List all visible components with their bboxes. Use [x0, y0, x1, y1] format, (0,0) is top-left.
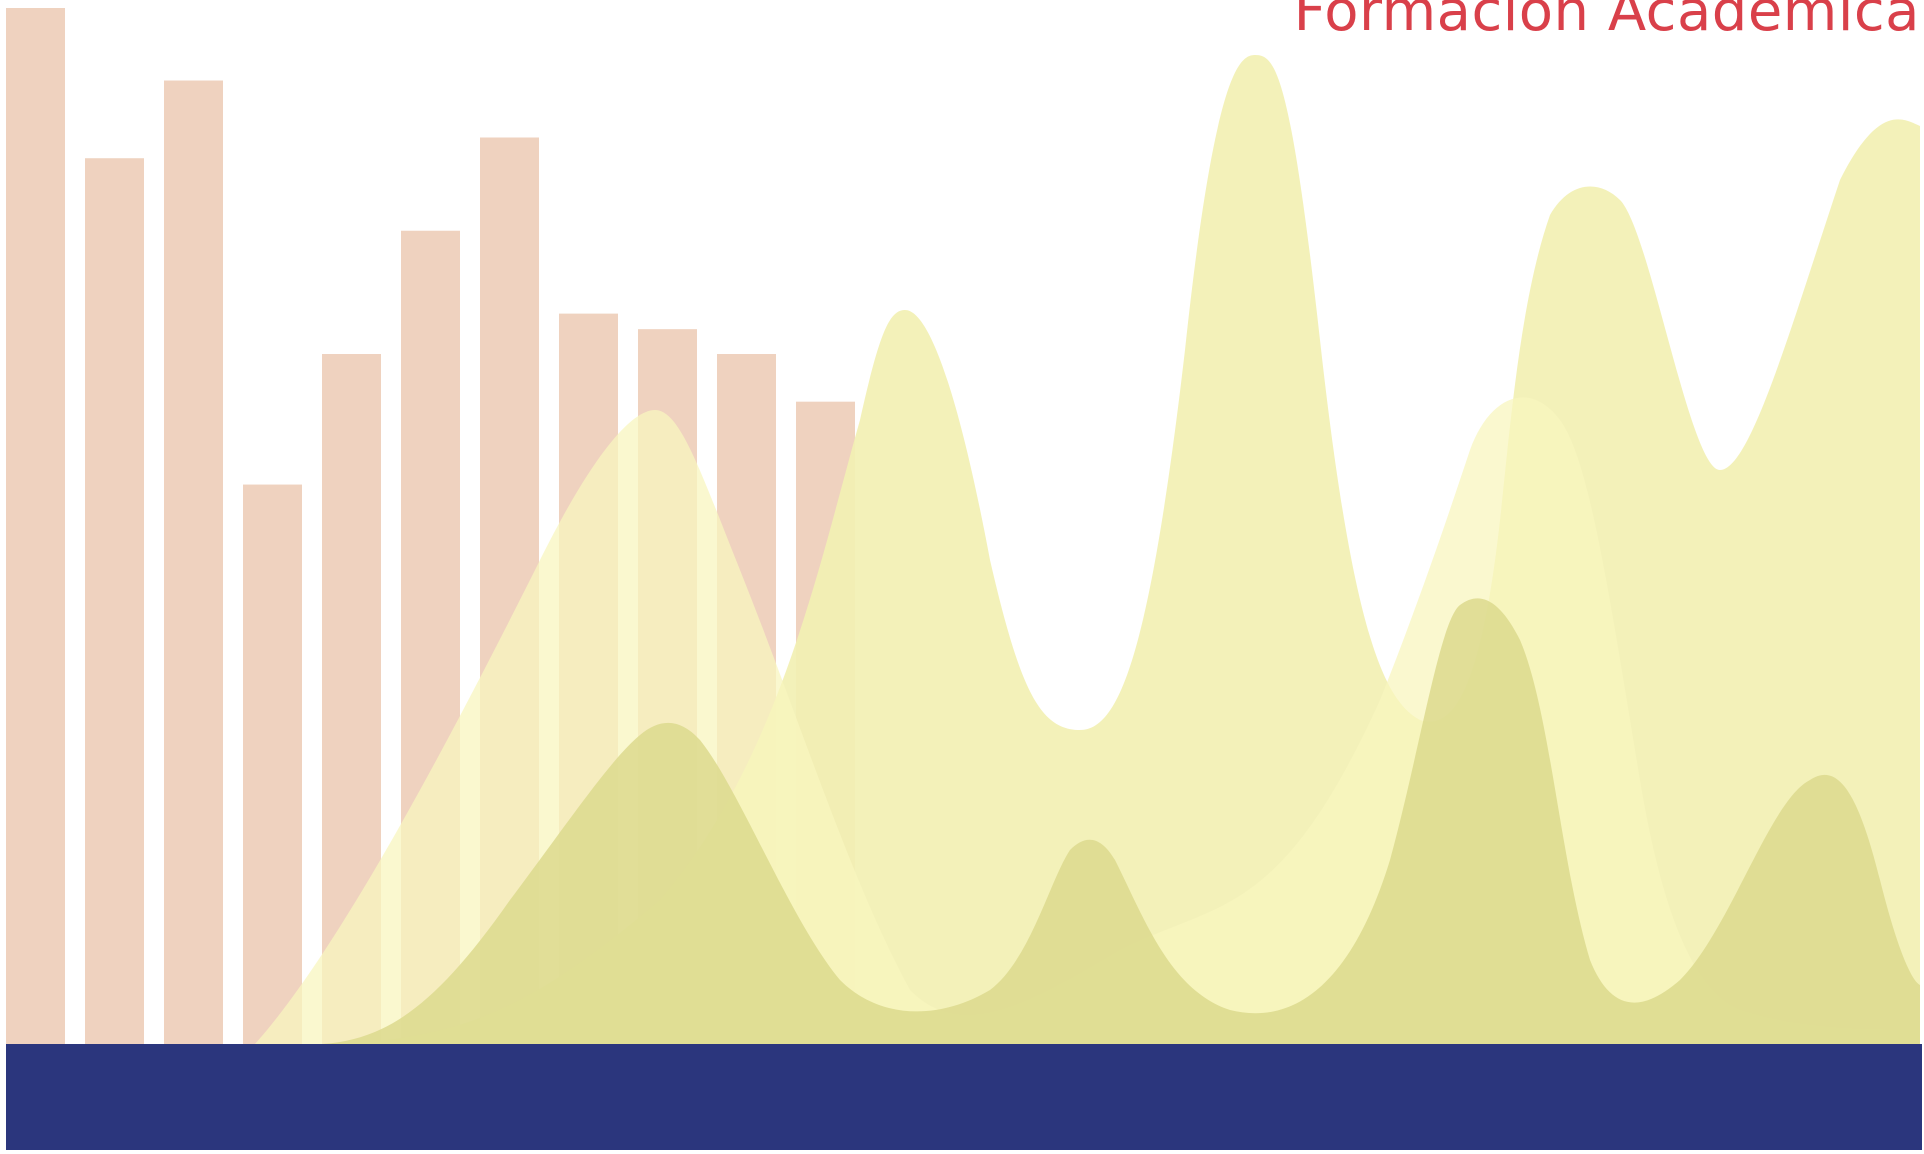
decorative-bar — [243, 484, 302, 1044]
decorative-bar — [6, 8, 65, 1044]
decorative-wave-front — [322, 598, 1920, 1044]
decorative-bar — [164, 80, 223, 1044]
footer-band — [6, 1044, 1922, 1150]
page-title: Formación Académica — [1293, 0, 1920, 44]
decorative-bar — [85, 158, 144, 1045]
